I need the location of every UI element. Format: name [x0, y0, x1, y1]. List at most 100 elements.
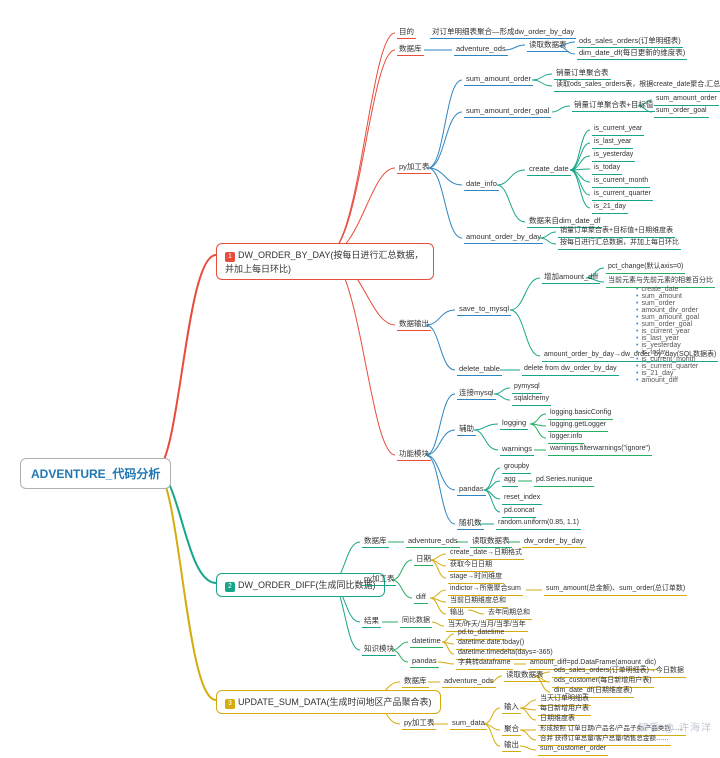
b1-di-cd7: is_21_day [592, 202, 628, 214]
b2-out: 输出 [448, 608, 466, 620]
b1-di: date_info [464, 179, 499, 191]
b1-log1: logging.basicConfig [548, 408, 613, 420]
b1-warn1: warnings.filterwarnings("ignore") [548, 444, 652, 456]
b1-saog-a: 销量订单聚合表+目标值 [572, 100, 655, 112]
b2-ind: indictor→所需聚合sum [448, 584, 523, 596]
b3-out: 输出 [502, 740, 521, 752]
b1-di-cd: create_date [527, 164, 571, 176]
b1-purpose: 目的 [397, 27, 416, 39]
b1-sao-b: 读取ods_sales_orders表，根据create_date聚合,汇总销量… [554, 80, 720, 92]
b1-db-v2a: ods_sales_orders(订单明细表) [577, 36, 683, 48]
b1-pd1: groupby [502, 462, 531, 474]
b1-conn: 连接mysql [457, 388, 496, 400]
list-item: is_today [636, 349, 699, 356]
branch-1-title: DW_ORDER_BY_DAY(按每日进行汇总数据，并加上每日环比) [225, 250, 423, 274]
b1-db-v1: adventure_ods [454, 44, 508, 56]
b1-pd2a: pd.Series.nunique [534, 475, 594, 487]
b1-aobd: amount_order_by_day [464, 232, 543, 244]
connector-lines [0, 0, 720, 758]
b3-agg: 聚合 [502, 724, 521, 736]
b1-db: 数据库 [397, 44, 424, 56]
b1-purpose-val: 对订单明细表聚合—形成dw_order_by_day [430, 27, 576, 39]
watermark: 知乎 @ 许海洋 [638, 719, 712, 734]
b1-db-v2: 读取数据表 [527, 40, 569, 52]
b3-db2: 读取数据表 [504, 670, 546, 682]
b1-saog-b2: sum_order_goal [654, 106, 709, 118]
b1-py: py加工表 [397, 162, 431, 174]
branch-2-title: DW_ORDER_DIFF(生成同比数据) [238, 580, 376, 590]
b2-date2: 获取今日日期 [448, 560, 494, 572]
b1-di-cd6: is_current_quarter [592, 189, 653, 201]
branch-3-title: UPDATE_SUM_DATA(生成时间地区产品聚合表) [238, 697, 432, 707]
list-item: amount_div_order [636, 307, 699, 314]
b2-db1: adventure_ods [406, 536, 460, 548]
b1-di-cd2: is_last_year [592, 137, 633, 149]
b2-py: py加工表 [362, 574, 396, 586]
b1-di-cd5: is_current_month [592, 176, 650, 188]
b2-date3: stage→时间维度 [448, 572, 504, 584]
b3-db1: adventure_ods [442, 676, 496, 688]
list-item: is_21_day [636, 370, 699, 377]
list-item: sum_order_goal [636, 321, 699, 328]
b1-conn1: pymysql [512, 382, 542, 394]
b2-diff: diff [414, 592, 428, 604]
b1-aux: 辅助 [457, 424, 476, 436]
b1-mod: 功能模块 [397, 449, 431, 461]
list-item: is_current_year [636, 328, 699, 335]
b1-pd4: pd.concat [502, 506, 536, 518]
b2-db3: dw_order_by_day [522, 536, 586, 548]
b3-db: 数据库 [402, 676, 429, 688]
root-node[interactable]: ADVENTURE_代码分析 [20, 458, 171, 489]
list-item: sum_amount [636, 293, 699, 300]
b2-date1: create_date→日期格式 [448, 548, 524, 560]
b1-pd2: agg [502, 475, 518, 487]
list-item: sum_order [636, 300, 699, 307]
mindmap-canvas: ADVENTURE_代码分析 1DW_ORDER_BY_DAY(按每日进行汇总数… [0, 0, 720, 758]
b1-out: 数据输出 [397, 319, 431, 331]
branch-1[interactable]: 1DW_ORDER_BY_DAY(按每日进行汇总数据，并加上每日环比) [216, 243, 434, 280]
b1-db-v2b: dim_date_df(每日更新的维度表) [577, 48, 687, 60]
list-item: is_current_quarter [636, 363, 699, 370]
badge-3: 3 [225, 699, 235, 709]
b1-aobd-a: 销量订单聚合表+目标值+日期维度表 [558, 226, 675, 238]
b1-stm-pct: pct_change(默认axis=0) [606, 262, 685, 274]
b3-in: 输入 [502, 702, 521, 714]
b1-rand: 随机数 [457, 518, 484, 530]
list-item: sum_amount_goal [636, 314, 699, 321]
b1-di-cd4: is_today [592, 163, 622, 175]
b2-ind1: sum_amount(总金额)、sum_order(总订单数) [544, 584, 687, 596]
b1-aobd-b: 按每日进行汇总数据，并加上每日环比 [558, 238, 681, 250]
branch-2[interactable]: 2DW_ORDER_DIFF(生成同比数据) [216, 573, 385, 597]
b1-rand1: random.uniform(0.85, 1.1) [496, 518, 581, 530]
b1-stm: save_to_mysql [457, 304, 511, 316]
b2-db: 数据库 [362, 536, 389, 548]
b2-db2: 读取数据表 [470, 536, 512, 548]
b1-pd3: reset_index [502, 493, 542, 505]
b3-out1: sum_customer_order [538, 744, 608, 756]
b2-mod: 知识模块 [362, 644, 396, 656]
b1-log3: logger.info [548, 432, 584, 444]
b2-pct: 当前日期维度总和 [448, 596, 508, 608]
b1-log2: logging.getLogger [548, 420, 608, 432]
badge-2: 2 [225, 582, 235, 592]
b1-di-cd1: is_current_year [592, 124, 644, 136]
b2-res1: 同比数据 [400, 616, 432, 628]
b3-sum: sum_data [450, 718, 487, 730]
b1-pd: pandas [457, 484, 486, 496]
b3-py: py加工表 [402, 718, 436, 730]
list-item: amount_diff [636, 377, 699, 384]
b1-di-cd3: is_yesterday [592, 150, 635, 162]
b1-dt-sql: delete from dw_order_by_day [522, 364, 619, 376]
b1-sao-a: 销量订单聚合表 [554, 68, 611, 80]
b1-warn: warnings [500, 444, 534, 456]
b1-saog-b1: sum_amount_order [654, 94, 719, 106]
b1-log: logging [500, 418, 528, 430]
badge-1: 1 [225, 252, 235, 262]
branch-3[interactable]: 3UPDATE_SUM_DATA(生成时间地区产品聚合表) [216, 690, 441, 714]
b2-dt: datetime [410, 636, 443, 648]
b2-pdm: pandas [410, 656, 439, 668]
list-item: is_current_month [636, 356, 699, 363]
list-item: is_yesterday [636, 342, 699, 349]
list-item: create_date [636, 286, 699, 293]
list-item: is_last_year [636, 335, 699, 342]
